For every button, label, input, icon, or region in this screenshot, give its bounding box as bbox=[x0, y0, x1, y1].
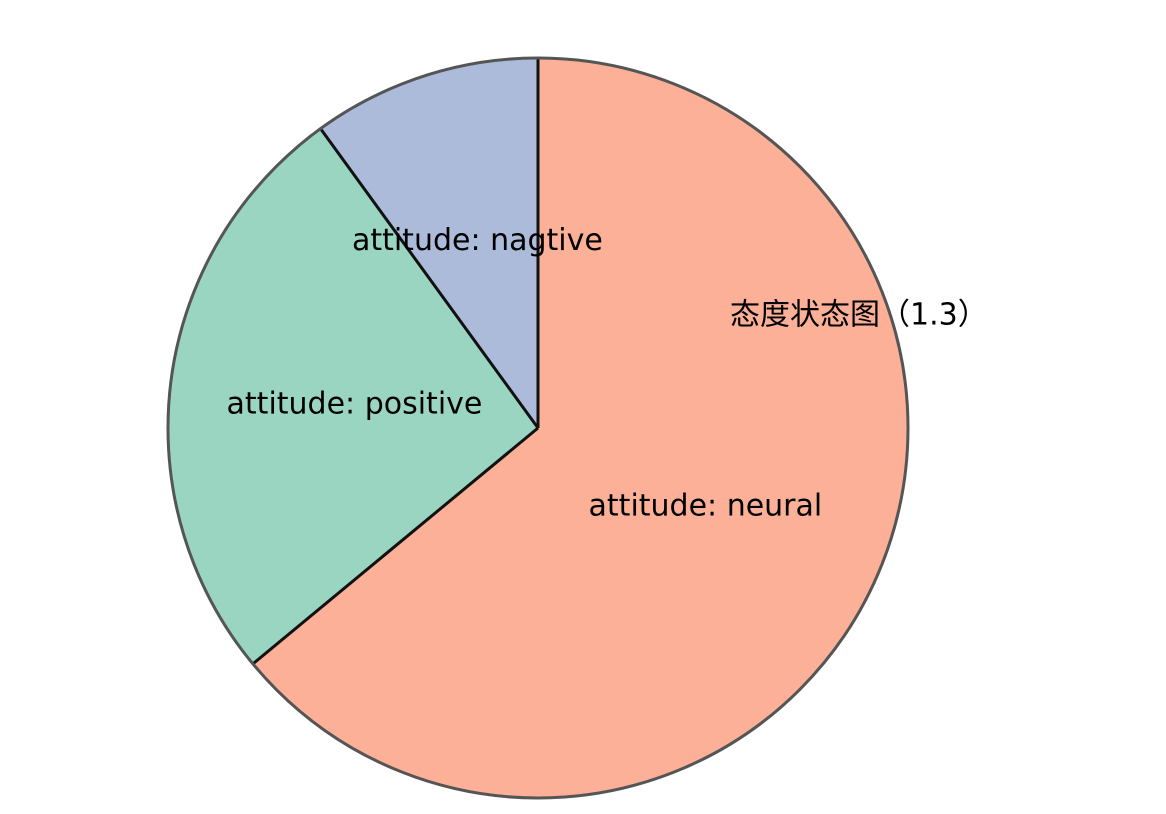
pie-slice-1 bbox=[252, 58, 908, 798]
pie-slice-3 bbox=[320, 58, 538, 428]
slice-label-3: attitude: nagtive bbox=[352, 223, 603, 258]
slice-label-2: attitude: positive bbox=[227, 386, 483, 421]
chart-title: 态度状态图（1.3） bbox=[730, 298, 988, 333]
slice-separators bbox=[251, 58, 540, 666]
slice-labels: attitude: neural attitude: positive attitu… bbox=[227, 223, 823, 523]
pie-slice-2 bbox=[167, 128, 538, 664]
slice-label-1: attitude: neural bbox=[589, 488, 823, 523]
slice-separator-3 bbox=[319, 127, 540, 429]
slice-separator-2 bbox=[251, 426, 539, 666]
pie-slices bbox=[167, 58, 908, 798]
pie-outline bbox=[166, 56, 910, 800]
